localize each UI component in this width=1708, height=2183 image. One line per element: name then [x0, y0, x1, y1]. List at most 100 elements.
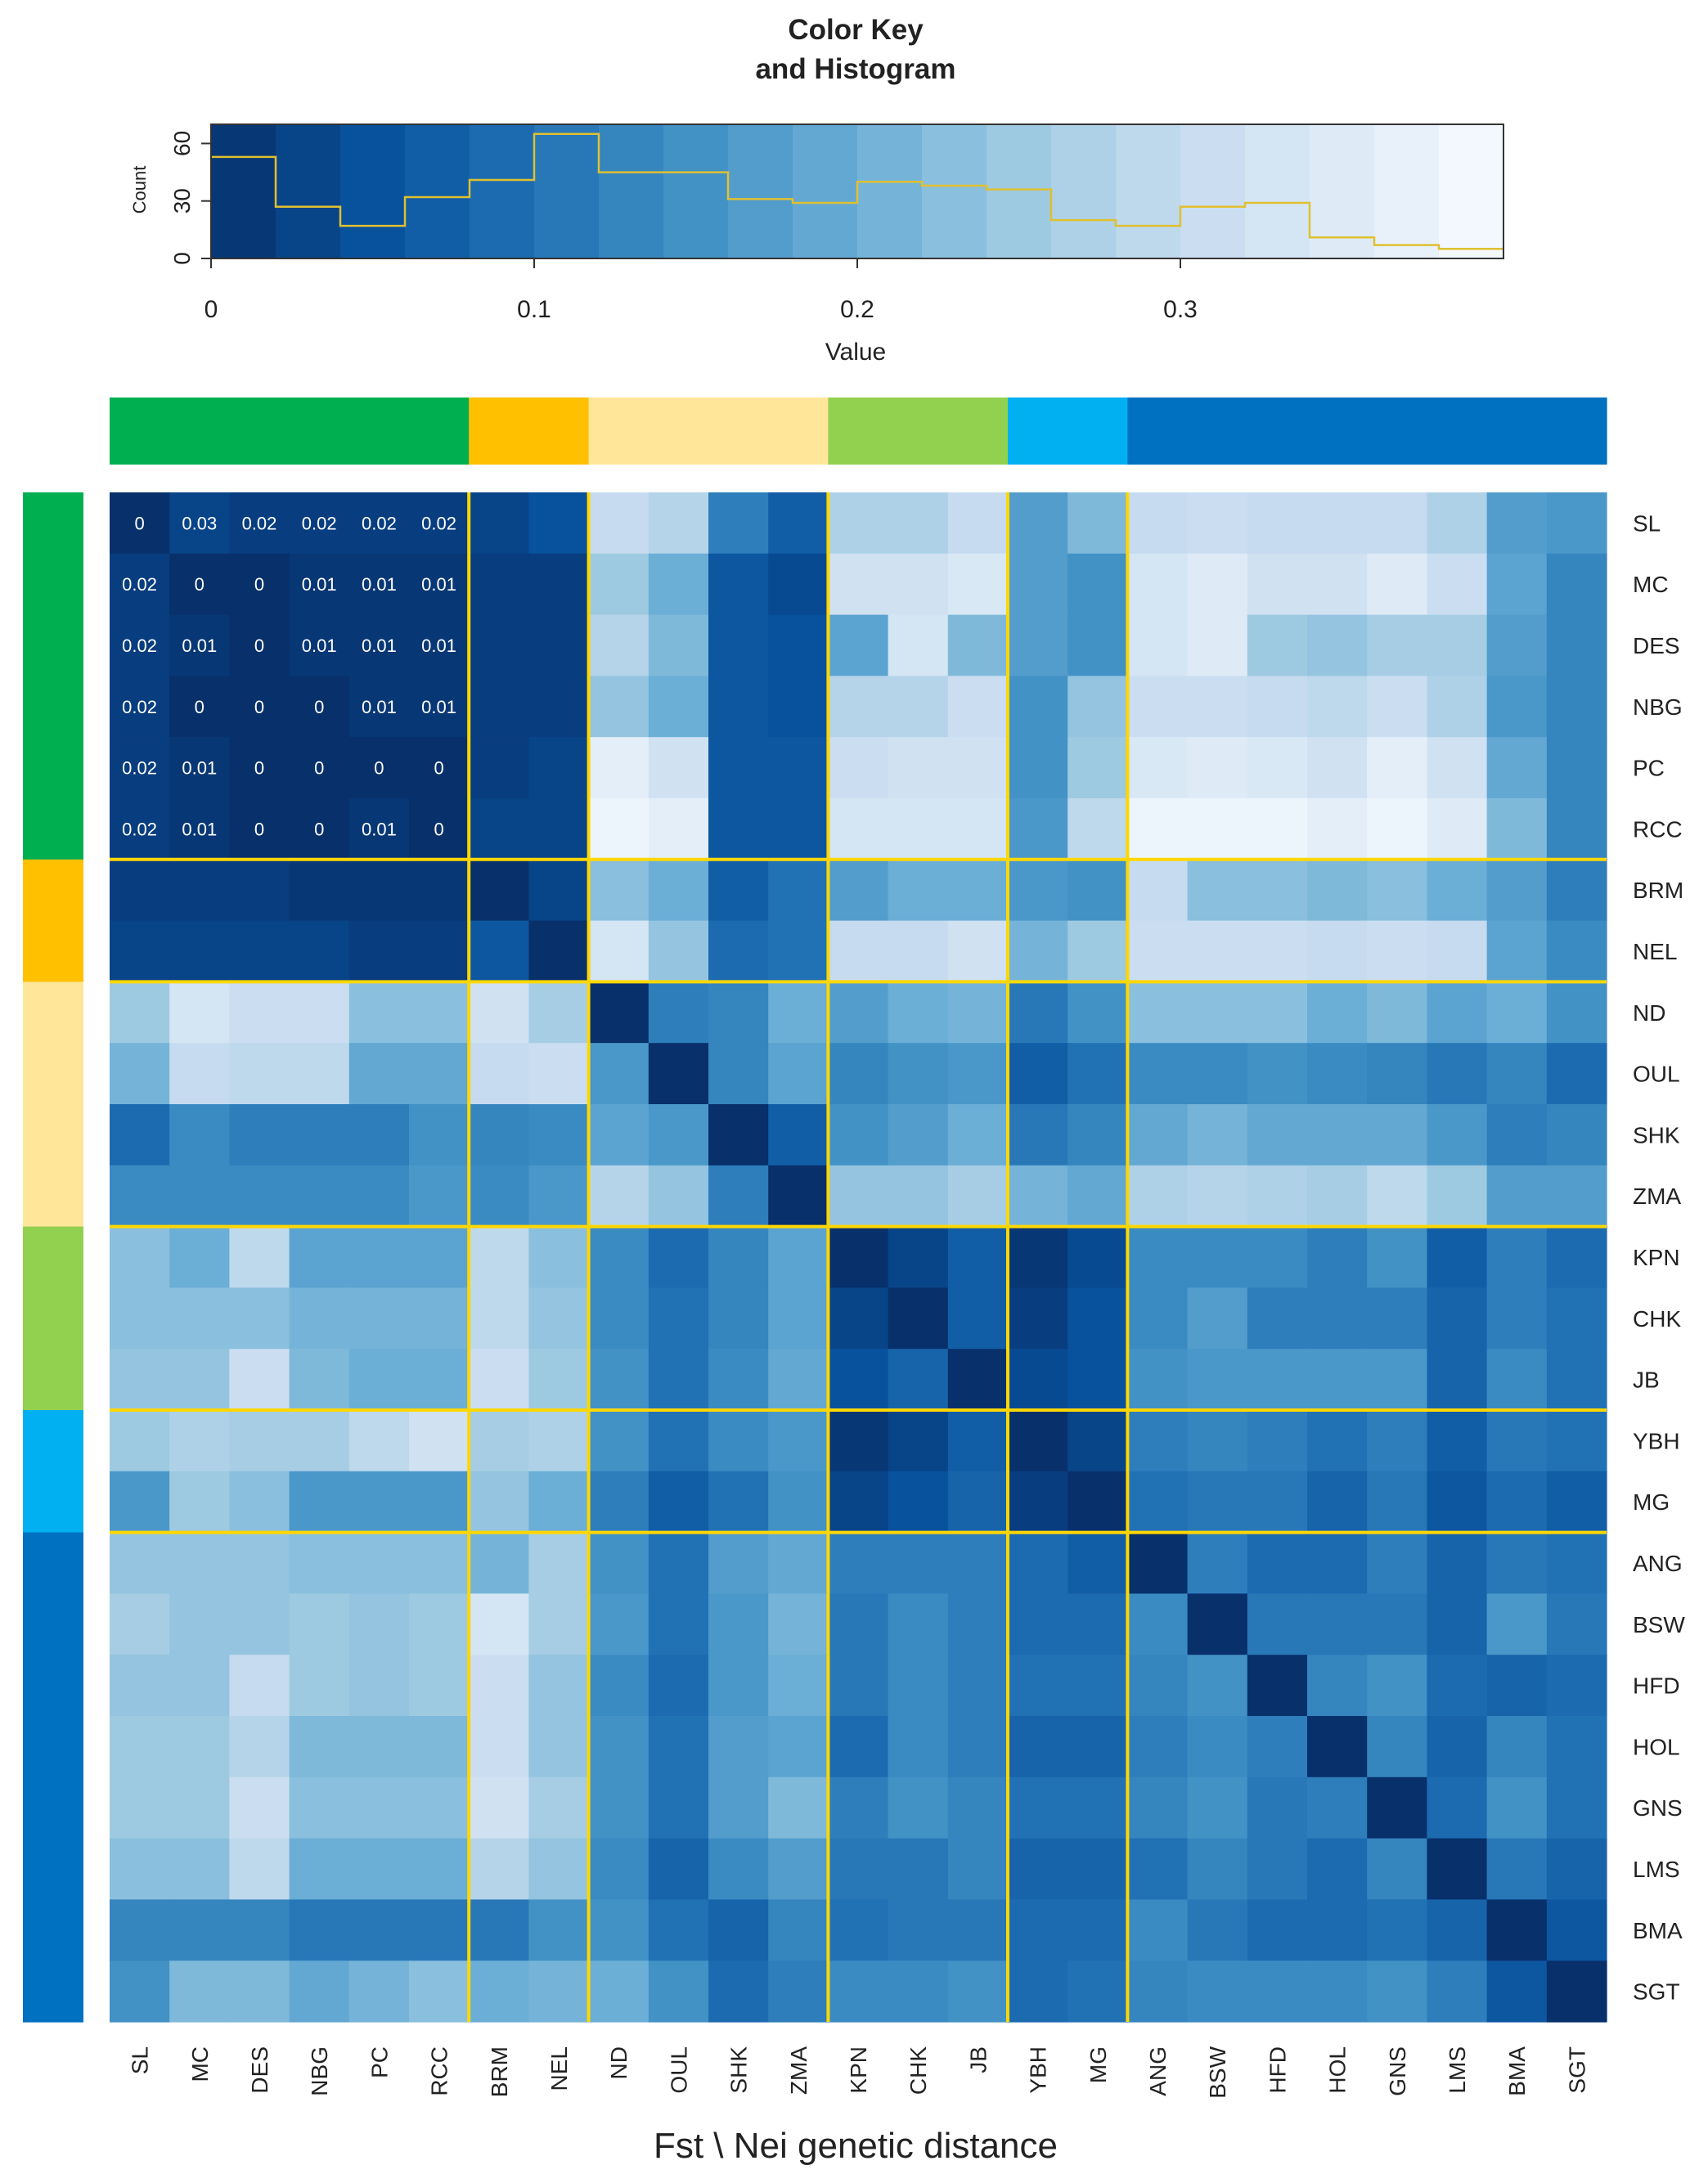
heatmap-cell [1068, 1776, 1128, 1839]
heatmap-cell [348, 1899, 410, 1961]
row-label: ND [1633, 1000, 1665, 1026]
heatmap-cell [588, 1716, 649, 1778]
cell-value-label: 0.01 [362, 697, 397, 717]
heatmap-cell [229, 1961, 290, 2023]
heatmap-cell [1127, 1961, 1189, 2023]
heatmap-cell [289, 1104, 350, 1166]
heatmap-cell [289, 492, 350, 555]
cell-value-label: 0.01 [182, 758, 217, 779]
heatmap-cell [169, 553, 230, 616]
heatmap-cell [1127, 1410, 1189, 1472]
heatmap-cell [1068, 1043, 1128, 1105]
heatmap-cell [528, 1776, 590, 1839]
heatmap-cell [1247, 553, 1308, 616]
heatmap-cell [169, 1593, 230, 1655]
row-label: SL [1633, 510, 1661, 536]
heatmap-cell [1127, 1165, 1189, 1228]
heatmap-cell [708, 859, 769, 922]
row-label: NBG [1633, 694, 1683, 720]
heatmap-cell [828, 1104, 889, 1166]
cell-value-label: 0 [195, 574, 205, 595]
heatmap-cell [289, 1471, 350, 1534]
cell-value-label: 0.02 [122, 636, 157, 656]
heatmap-cell [348, 1655, 410, 1717]
heatmap-cell [528, 1287, 590, 1350]
heatmap-cell [110, 1899, 170, 1961]
heatmap-cell [469, 1838, 529, 1900]
heatmap-cell [169, 1471, 230, 1534]
heatmap-cell [409, 614, 470, 676]
row-group-bar-segment [23, 981, 83, 1228]
heatmap-cell [768, 920, 829, 982]
heatmap-cell [888, 1532, 949, 1594]
heatmap-cell [1427, 1776, 1488, 1839]
heatmap-cell [888, 1838, 949, 1900]
heatmap-cell [1068, 1226, 1128, 1288]
heatmap-cell [1307, 1716, 1368, 1778]
color-key-title-line: Color Key [788, 14, 924, 46]
heatmap-cell [648, 920, 709, 982]
heatmap-cell [110, 981, 170, 1044]
heatmap-cell [708, 1532, 769, 1594]
heatmap-cell [348, 676, 410, 738]
heatmap-cell [289, 1043, 350, 1105]
heatmap-cell [409, 1593, 470, 1655]
heatmap-cell [1068, 1716, 1128, 1778]
heatmap-cell [588, 1165, 649, 1228]
color-key-swatch [534, 124, 600, 258]
heatmap-cell [409, 1899, 470, 1961]
heatmap-cell [528, 859, 590, 922]
heatmap-cell [1127, 676, 1189, 738]
heatmap-cell [1427, 676, 1488, 738]
heatmap-cell [289, 553, 350, 616]
heatmap-cell [1367, 676, 1427, 738]
heatmap-cell [110, 676, 170, 738]
heatmap-cell [229, 1532, 290, 1594]
column-label: CHK [906, 2046, 931, 2095]
heatmap-cell [768, 492, 829, 555]
cell-value-label: 0.01 [182, 636, 217, 656]
heatmap-cell [1307, 553, 1368, 616]
heatmap-cell [1008, 1043, 1068, 1105]
column-group-bar-segment [1008, 398, 1128, 465]
heatmap-cell [1127, 859, 1189, 922]
heatmap-cell [588, 1532, 649, 1594]
row-group-bar-segment [23, 1226, 83, 1411]
heatmap-cell [1367, 1593, 1427, 1655]
heatmap-cell [947, 1410, 1009, 1472]
color-key-swatch [1245, 124, 1310, 258]
heatmap-cell [1068, 1471, 1128, 1534]
heatmap-cell [409, 1838, 470, 1900]
color-key-swatch [211, 124, 276, 258]
heatmap-cell [528, 492, 590, 555]
heatmap-cell [409, 737, 470, 799]
heatmap-cell [1367, 1961, 1427, 2023]
cell-value-label: 0 [254, 574, 264, 595]
heatmap-cell [348, 1165, 410, 1228]
color-key-swatch [1310, 124, 1375, 258]
heatmap-cell [348, 1043, 410, 1105]
heatmap-cell [1427, 1226, 1488, 1288]
heatmap-cell [947, 1532, 1009, 1594]
heatmap-cell [229, 737, 290, 799]
heatmap-cell [708, 1349, 769, 1411]
row-label: HFD [1633, 1673, 1680, 1699]
row-group-bar-segment [23, 1532, 83, 2023]
heatmap-cell [469, 1776, 529, 1839]
heatmap-cell [229, 1776, 290, 1839]
row-label: PC [1633, 756, 1665, 781]
color-key-swatch [728, 124, 793, 258]
heatmap-cell [229, 1287, 290, 1350]
heatmap-cell [1008, 553, 1068, 616]
heatmap-cell [1367, 1776, 1427, 1839]
heatmap-cell [1367, 1104, 1427, 1166]
column-label: RCC [427, 2046, 452, 2096]
column-label: KPN [846, 2046, 871, 2094]
heatmap-cell [229, 798, 290, 860]
heatmap-cell [1068, 920, 1128, 982]
heatmap-cell [1008, 1226, 1068, 1288]
heatmap-cell [289, 920, 350, 982]
heatmap-cell [1367, 920, 1427, 982]
heatmap-cell [289, 1961, 350, 2023]
heatmap-cell [169, 1838, 230, 1900]
